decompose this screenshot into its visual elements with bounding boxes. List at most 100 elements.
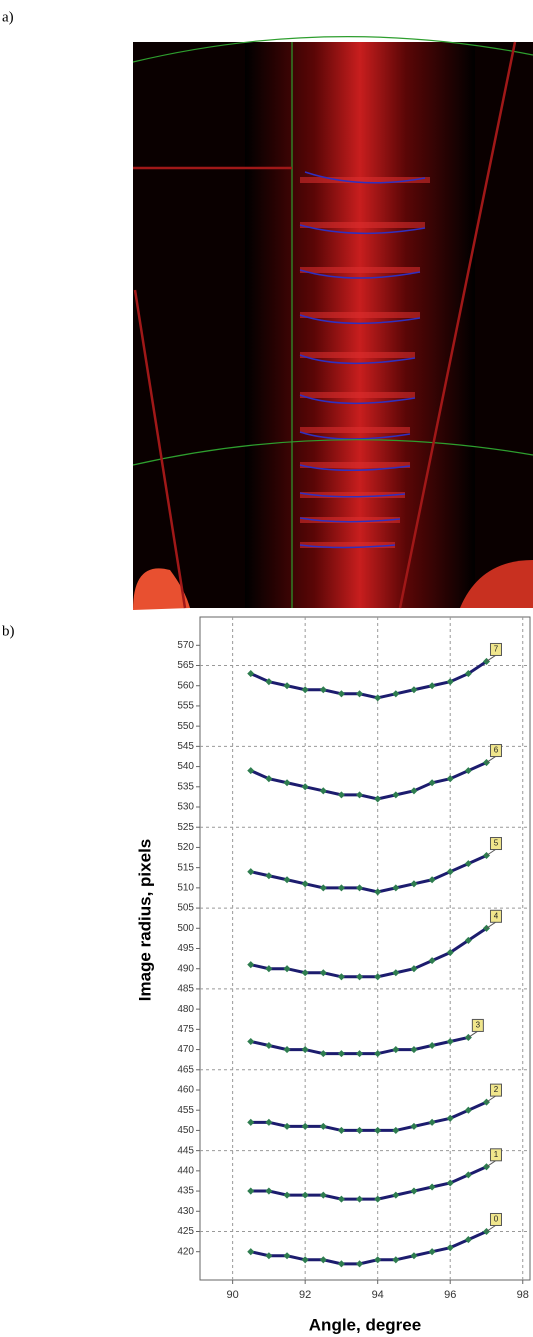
x-tick-label: 92: [299, 1289, 311, 1301]
panel-label: b): [2, 623, 15, 639]
data-point: [428, 779, 436, 787]
label-leader: [468, 1031, 478, 1038]
data-point: [283, 876, 291, 884]
label-box: [489, 642, 502, 656]
label-box: [489, 1148, 502, 1162]
data-point: [301, 686, 309, 694]
fit-line: [250, 660, 488, 700]
series-label: 3: [476, 1021, 481, 1030]
series-label: 5: [494, 839, 499, 848]
data-point: [337, 884, 345, 892]
data-point: [410, 686, 418, 694]
data-point: [464, 670, 472, 678]
data-point: [247, 670, 255, 678]
data-point: [319, 969, 327, 977]
y-tick-label: 425: [177, 1226, 194, 1237]
data-point: [283, 682, 291, 690]
data-point: [319, 884, 327, 892]
data-point: [283, 779, 291, 787]
data-point: [392, 791, 400, 799]
y-tick-label: 535: [177, 781, 194, 792]
label-box: [489, 837, 502, 851]
data-point: [265, 965, 273, 973]
series-label: 0: [494, 1215, 499, 1224]
y-tick-label: 440: [177, 1165, 194, 1176]
data-point: [356, 884, 364, 892]
y-tick-label: 465: [177, 1064, 194, 1075]
data-point: [265, 872, 273, 880]
data-point: [265, 678, 273, 686]
data-point: [374, 888, 382, 896]
fit-line: [250, 927, 488, 979]
data-point: [356, 973, 364, 981]
y-tick-label: 565: [177, 660, 194, 671]
data-point: [446, 949, 454, 957]
data-point: [392, 969, 400, 977]
data-point: [374, 973, 382, 981]
y-tick-label: 545: [177, 741, 194, 752]
label-leader: [486, 1225, 496, 1232]
data-point: [410, 965, 418, 973]
y-tick-label: 490: [177, 963, 194, 974]
data-point: [464, 860, 472, 868]
data-point: [319, 686, 327, 694]
y-tick-label: 510: [177, 883, 194, 894]
y-tick-label: 430: [177, 1206, 194, 1217]
y-tick-label: 525: [177, 822, 194, 833]
label-leader: [486, 1095, 496, 1103]
fit-line: [250, 854, 488, 894]
x-tick-label: 94: [372, 1289, 384, 1301]
y-tick-label: 520: [177, 842, 194, 853]
data-point: [410, 787, 418, 795]
y-tick-label: 505: [177, 903, 194, 914]
label-leader: [486, 849, 496, 856]
data-point: [428, 682, 436, 690]
label-leader: [486, 1160, 496, 1168]
y-tick-label: 455: [177, 1105, 194, 1116]
data-point: [410, 880, 418, 888]
x-axis-label: Angle, degree: [309, 1315, 421, 1334]
data-point: [392, 690, 400, 698]
y-tick-label: 460: [177, 1085, 194, 1096]
fit-line: [250, 1230, 488, 1266]
data-point: [301, 969, 309, 977]
data-point: [337, 791, 345, 799]
y-tick-label: 555: [177, 701, 194, 712]
data-point: [247, 868, 255, 876]
y-tick-label: 570: [177, 640, 194, 651]
y-tick-label: 485: [177, 984, 194, 995]
y-tick-label: 450: [177, 1125, 194, 1136]
y-tick-label: 470: [177, 1044, 194, 1055]
data-point: [392, 884, 400, 892]
series-label: 6: [494, 746, 499, 755]
data-point: [446, 775, 454, 783]
y-tick-label: 550: [177, 721, 194, 732]
data-point: [247, 767, 255, 775]
label-box: [489, 909, 502, 923]
y-tick-label: 540: [177, 761, 194, 772]
data-point: [428, 876, 436, 884]
data-point: [374, 795, 382, 803]
data-point: [464, 767, 472, 775]
data-point: [464, 936, 472, 944]
series-label: 4: [494, 911, 499, 920]
y-tick-label: 435: [177, 1186, 194, 1197]
plot-area: [199, 616, 531, 1281]
label-leader: [486, 756, 496, 763]
data-point: [301, 783, 309, 791]
y-axis-label: Image radius, pixels: [135, 839, 154, 1002]
data-point: [446, 678, 454, 686]
data-point: [446, 868, 454, 876]
data-point: [265, 775, 273, 783]
y-tick-label: 515: [177, 862, 194, 873]
data-point: [319, 787, 327, 795]
label-leader: [486, 655, 496, 662]
data-point: [283, 965, 291, 973]
series-label: 7: [494, 645, 499, 654]
y-tick-label: 500: [177, 923, 194, 934]
y-tick-label: 475: [177, 1024, 194, 1035]
x-tick-label: 98: [517, 1289, 529, 1301]
data-point: [337, 690, 345, 698]
ultrasound-image: [132, 36, 533, 610]
